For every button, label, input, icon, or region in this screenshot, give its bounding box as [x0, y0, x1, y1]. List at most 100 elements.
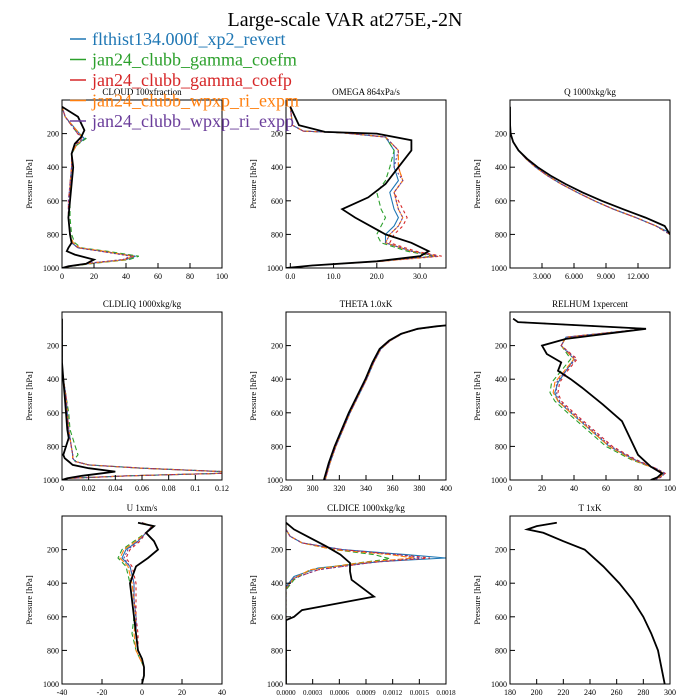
y-tick-label: 800 — [495, 442, 507, 451]
x-tick-label: 0.0003 — [303, 689, 323, 697]
plot-frame — [61, 311, 223, 481]
x-tick-label: 0.02 — [82, 484, 96, 493]
x-tick-label: 20.0 — [370, 272, 384, 281]
series-group — [117, 521, 160, 684]
y-axis-label: Pressure [hPa] — [24, 575, 34, 625]
x-tick-label: 10.0 — [327, 272, 341, 281]
x-tick-label: 0 — [60, 272, 64, 281]
x-tick-label: 0.0 — [285, 272, 295, 281]
y-tick-label: 400 — [47, 579, 59, 588]
series-line-4 — [62, 318, 222, 480]
series-line-0 — [129, 521, 160, 684]
y-tick-label: 400 — [271, 579, 283, 588]
series-line-1 — [324, 324, 446, 480]
x-tick-label: 0.0018 — [436, 689, 456, 697]
panel-6: U 1xm/s -40 -20 0 20 40 200 400 600 800 1000 Pressu… — [24, 503, 226, 697]
x-tick-label: 240 — [584, 688, 596, 697]
y-tick-label: 800 — [47, 230, 59, 239]
x-tick-label: 0.08 — [162, 484, 176, 493]
series-line-0 — [62, 318, 116, 480]
x-tick-label: 260 — [611, 688, 623, 697]
x-tick-label: 0 — [508, 484, 512, 493]
y-tick-label: 1000 — [491, 680, 507, 689]
y-tick-label: 600 — [271, 613, 283, 622]
x-tick-label: 0.0009 — [356, 689, 376, 697]
x-tick-label: 0 — [140, 688, 144, 697]
panel-title: Q 1000xkg/kg — [564, 87, 616, 97]
y-tick-label: 200 — [495, 546, 507, 555]
series-line-1 — [62, 318, 222, 480]
y-tick-label: 1000 — [491, 264, 507, 273]
series-line-0 — [62, 105, 97, 268]
y-tick-label: 1000 — [43, 680, 59, 689]
panel-title: U 1xm/s — [127, 503, 158, 513]
figure-title: Large-scale VAR at275E,-2N — [228, 9, 463, 31]
x-tick-label: 80 — [186, 272, 194, 281]
series-line-2 — [512, 318, 665, 480]
y-tick-label: 600 — [47, 409, 59, 418]
x-tick-label: 30.0 — [413, 272, 427, 281]
x-tick-label: 0.12 — [215, 484, 229, 493]
y-tick-label: 200 — [271, 546, 283, 555]
x-tick-label: 40 — [570, 484, 578, 493]
y-tick-label: 1000 — [267, 476, 283, 485]
panel-title: RELHUM 1xpercent — [552, 299, 628, 309]
x-tick-label: 60 — [154, 272, 162, 281]
plot-frame — [509, 311, 671, 481]
series-line-1 — [286, 522, 446, 684]
x-tick-label: 200 — [531, 688, 543, 697]
series-line-1 — [512, 318, 665, 480]
series-line-5 — [324, 324, 446, 480]
x-tick-label: 20 — [538, 484, 546, 493]
x-tick-label: -40 — [57, 688, 68, 697]
panel-title: CLDICE 1000xkg/kg — [327, 503, 405, 513]
legend-entry: jan24_clubb_gamma_coefm — [91, 50, 297, 70]
plot-frame — [509, 515, 671, 685]
y-tick-label: 600 — [271, 197, 283, 206]
y-tick-label: 1000 — [43, 264, 59, 273]
plot-frame — [509, 99, 671, 269]
y-tick-label: 200 — [495, 342, 507, 351]
series-group — [510, 106, 670, 235]
series-line-0 — [286, 522, 377, 684]
y-tick-label: 200 — [47, 546, 59, 555]
series-line-3 — [525, 522, 666, 684]
y-tick-label: 600 — [495, 197, 507, 206]
y-tick-label: 600 — [271, 409, 283, 418]
x-tick-label: 12.000 — [627, 272, 649, 281]
y-tick-label: 800 — [271, 646, 283, 655]
y-tick-label: 400 — [47, 163, 59, 172]
y-tick-label: 200 — [271, 130, 283, 139]
series-group — [523, 521, 666, 684]
series-line-4 — [510, 106, 670, 235]
y-tick-label: 1000 — [267, 264, 283, 273]
series-line-2 — [525, 522, 666, 684]
x-tick-label: 6.000 — [565, 272, 583, 281]
x-tick-label: 0.0000 — [276, 689, 296, 697]
series-line-0 — [523, 521, 666, 684]
x-tick-label: 220 — [557, 688, 569, 697]
series-line-0 — [510, 106, 670, 235]
y-tick-label: 1000 — [491, 476, 507, 485]
series-line-4 — [324, 324, 446, 480]
series-group — [286, 106, 442, 268]
series-line-3 — [512, 318, 667, 480]
x-tick-label: 320 — [333, 484, 345, 493]
panel-3: CLDLIQ 1000xkg/kg 0 0.02 0.04 0.06 0.08 0.1 0.1… — [24, 299, 229, 493]
series-line-2 — [62, 318, 222, 480]
series-line-0 — [286, 106, 431, 268]
legend-entry: jan24_clubb_gamma_coefp — [91, 70, 292, 90]
series-line-5 — [123, 522, 153, 684]
series-line-4 — [286, 522, 415, 684]
series-line-3 — [286, 522, 431, 684]
y-tick-label: 200 — [495, 130, 507, 139]
series-line-5 — [512, 318, 667, 480]
x-tick-label: 60 — [602, 484, 610, 493]
x-tick-label: 0.06 — [135, 484, 149, 493]
series-group — [62, 318, 222, 480]
series-group — [512, 317, 667, 480]
y-axis-label: Pressure [hPa] — [472, 575, 482, 625]
y-tick-label: 1000 — [267, 680, 283, 689]
series-line-4 — [525, 522, 666, 684]
